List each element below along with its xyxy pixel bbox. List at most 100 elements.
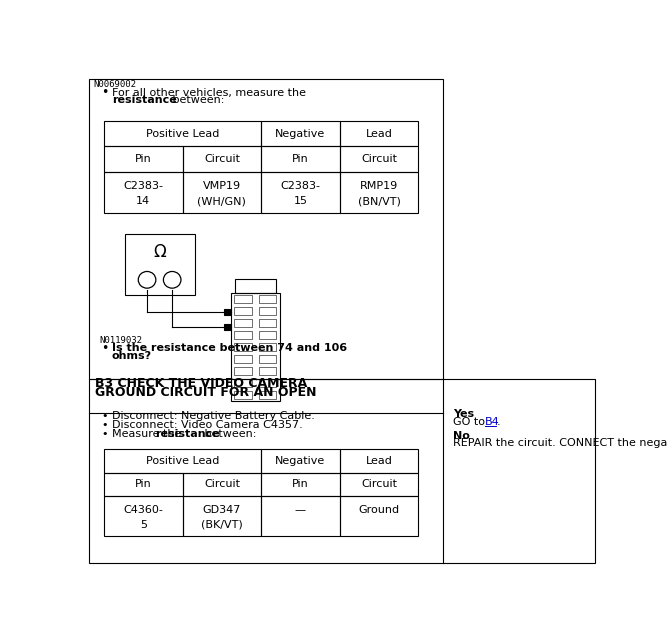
Text: Lead: Lead	[366, 456, 392, 466]
Text: 15: 15	[293, 197, 307, 206]
Text: RMP19: RMP19	[360, 181, 398, 191]
Bar	[234, 390, 251, 399]
Text: •: •	[101, 412, 108, 422]
Bar	[261, 172, 340, 212]
Text: No: No	[453, 431, 470, 441]
Bar	[340, 146, 418, 172]
Text: resistance: resistance	[155, 429, 219, 439]
Bar	[259, 318, 276, 327]
Bar	[259, 355, 276, 363]
Text: (BN/VT): (BN/VT)	[358, 197, 400, 206]
Text: C2383-: C2383-	[123, 181, 163, 191]
Text: Circuit: Circuit	[204, 154, 240, 164]
Bar	[234, 318, 251, 327]
Text: •: •	[101, 429, 108, 439]
Bar	[225, 324, 231, 330]
Text: Measure the: Measure the	[112, 429, 185, 439]
Text: B4: B4	[485, 417, 500, 427]
Bar	[261, 121, 340, 146]
Bar	[234, 378, 251, 387]
Text: GD347: GD347	[203, 505, 241, 515]
Bar	[183, 473, 261, 496]
Text: Pin: Pin	[292, 154, 309, 164]
Text: (WH/GN): (WH/GN)	[197, 197, 246, 206]
Text: C2383-: C2383-	[281, 181, 320, 191]
Text: Circuit: Circuit	[361, 154, 397, 164]
Bar	[234, 306, 251, 315]
Text: N0119032: N0119032	[99, 336, 142, 345]
Bar	[183, 496, 261, 536]
Bar	[125, 234, 195, 295]
Text: Disconnect: Video Camera C4357.: Disconnect: Video Camera C4357.	[112, 420, 303, 430]
Text: Ω: Ω	[153, 243, 166, 261]
Bar	[259, 343, 276, 351]
Bar	[104, 121, 261, 146]
Text: B3 CHECK THE VIDEO CAMERA: B3 CHECK THE VIDEO CAMERA	[95, 377, 307, 390]
Bar	[340, 496, 418, 536]
Text: C4360-: C4360-	[123, 505, 163, 515]
Text: —: —	[295, 505, 306, 515]
Text: 5: 5	[140, 520, 147, 530]
Bar	[259, 390, 276, 399]
Text: Is the resistance between 74 and 106: Is the resistance between 74 and 106	[112, 343, 347, 353]
Text: •: •	[101, 86, 109, 100]
Text: Positive Lead: Positive Lead	[146, 128, 219, 138]
Text: 14: 14	[136, 197, 150, 206]
Text: between:: between:	[201, 429, 257, 439]
Bar	[89, 379, 595, 563]
Text: •: •	[101, 420, 108, 430]
Text: Yes: Yes	[453, 409, 474, 419]
Bar	[234, 330, 251, 339]
Text: Negative: Negative	[275, 456, 325, 466]
Text: (BK/VT): (BK/VT)	[201, 520, 243, 530]
Text: ohms?: ohms?	[112, 351, 152, 361]
Bar	[234, 295, 251, 303]
Text: Circuit: Circuit	[361, 479, 397, 489]
Text: between:: between:	[169, 95, 224, 105]
Bar	[89, 79, 443, 379]
Bar	[104, 146, 183, 172]
Text: GO to: GO to	[453, 417, 488, 427]
Bar	[261, 146, 340, 172]
Bar	[235, 279, 275, 293]
Text: Disconnect: Negative Battery Cable.: Disconnect: Negative Battery Cable.	[112, 411, 315, 421]
Text: Pin: Pin	[292, 479, 309, 489]
Bar	[259, 330, 276, 339]
Text: For all other vehicles, measure the: For all other vehicles, measure the	[112, 87, 305, 98]
Bar	[104, 172, 183, 212]
Bar	[259, 378, 276, 387]
Bar	[261, 496, 340, 536]
Text: •: •	[101, 342, 109, 355]
Bar	[183, 146, 261, 172]
Bar	[234, 367, 251, 375]
Text: resistance: resistance	[112, 95, 177, 105]
Text: Ground: Ground	[358, 505, 400, 515]
Text: Pin: Pin	[135, 479, 151, 489]
Bar	[183, 172, 261, 212]
Bar	[104, 449, 261, 473]
Text: REPAIR the circuit. CONNECT the negative battery cable.: REPAIR the circuit. CONNECT the negative…	[453, 438, 667, 449]
Text: Circuit: Circuit	[204, 479, 240, 489]
Text: Pin: Pin	[135, 154, 151, 164]
Text: N0069002: N0069002	[93, 80, 137, 89]
Bar	[234, 355, 251, 363]
Bar	[340, 121, 418, 146]
Bar	[259, 306, 276, 315]
Text: Positive Lead: Positive Lead	[146, 456, 219, 466]
Text: Negative: Negative	[275, 128, 325, 138]
Bar	[340, 473, 418, 496]
Bar	[225, 309, 231, 315]
Bar	[261, 473, 340, 496]
Bar	[234, 343, 251, 351]
Bar	[259, 295, 276, 303]
Bar	[231, 293, 280, 401]
Bar	[261, 449, 340, 473]
Bar	[340, 449, 418, 473]
Bar	[340, 172, 418, 212]
Bar	[104, 473, 183, 496]
Text: VMP19: VMP19	[203, 181, 241, 191]
Text: .: .	[497, 417, 500, 427]
Bar	[104, 496, 183, 536]
Text: GROUND CIRCUIT FOR AN OPEN: GROUND CIRCUIT FOR AN OPEN	[95, 386, 316, 399]
Bar	[259, 367, 276, 375]
